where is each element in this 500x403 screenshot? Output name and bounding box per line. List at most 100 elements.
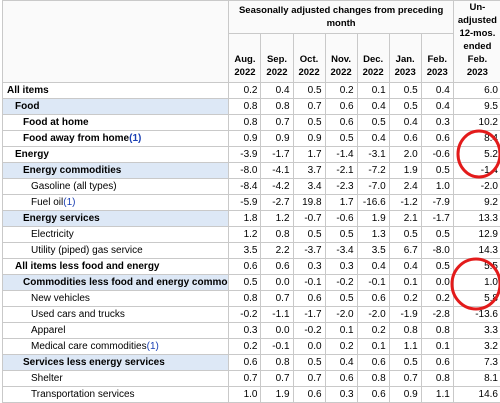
row-label-cell: All items xyxy=(1,82,230,99)
value-cell: 5.8 xyxy=(452,290,500,307)
value-cell: 6.0 xyxy=(452,82,500,99)
value-cell: -3.7 xyxy=(292,242,326,259)
value-cell: 1.7 xyxy=(324,194,358,211)
footnote-link[interactable]: (1) xyxy=(146,341,159,352)
value-cell: 0.5 xyxy=(356,114,390,131)
value-cell: 0.8 xyxy=(356,370,390,387)
row-label: Medical care commodities xyxy=(31,341,147,352)
footnote-link[interactable]: (1) xyxy=(129,133,142,144)
value-cell: 7.3 xyxy=(452,354,500,371)
row-label: Fuel oil xyxy=(31,197,64,208)
value-cell: 0.3 xyxy=(228,322,262,339)
value-cell: 2.0 xyxy=(388,146,422,163)
value-cell: 12.9 xyxy=(452,226,500,243)
value-cell: -2.0 xyxy=(452,178,500,195)
value-cell: 14.3 xyxy=(452,242,500,259)
header-row: Aug. 2022 Sep. 2022 Oct. 2022 Nov. 2022 Dec.… xyxy=(3,33,500,83)
value-cell: 0.2 xyxy=(228,338,262,355)
row-label-cell: Energy commodities xyxy=(1,162,230,179)
table-row: Medical care commodities(1) 0.2 -0.1 0.0 0.2… xyxy=(1,338,500,355)
table-row: All items less food and energy 0.6 0.6 0.3 0… xyxy=(1,258,500,275)
value-cell: 0.4 xyxy=(420,82,454,99)
row-label: Energy commodities xyxy=(23,165,122,176)
value-cell: -7.9 xyxy=(420,194,454,211)
value-cell: -1.7 xyxy=(260,146,294,163)
value-cell: 0.9 xyxy=(260,130,294,147)
value-cell: 0.6 xyxy=(356,290,390,307)
value-cell: 0.8 xyxy=(260,98,294,115)
value-cell: 0.5 xyxy=(420,226,454,243)
value-cell: 1.0 xyxy=(420,178,454,195)
value-cell: 0.7 xyxy=(260,370,294,387)
row-label: Energy xyxy=(15,149,49,160)
value-cell: -0.2 xyxy=(292,322,326,339)
value-cell: -0.2 xyxy=(324,274,358,291)
value-cell: 0.5 xyxy=(324,290,358,307)
table-row: All items 0.2 0.4 0.5 0.2 0.1 0.5 0.4 6.0 xyxy=(1,82,500,99)
value-cell: 0.8 xyxy=(228,98,262,115)
row-label-cell: Food away from home(1) xyxy=(1,130,230,147)
value-cell: -3.4 xyxy=(324,242,358,259)
value-cell: 0.8 xyxy=(228,114,262,131)
value-cell: 0.1 xyxy=(420,338,454,355)
value-cell: 0.3 xyxy=(420,114,454,131)
row-label-cell: Commodities less food and energy commodi… xyxy=(1,274,230,291)
value-cell: 3.2 xyxy=(452,338,500,355)
table-row: Energy -3.9 -1.7 1.7 -1.4 -3.1 2.0 -0.6 5.2 xyxy=(1,146,500,163)
value-cell: 0.8 xyxy=(420,322,454,339)
value-cell: 0.5 xyxy=(420,162,454,179)
value-cell: 0.4 xyxy=(356,258,390,275)
month-header: Dec. 2022 xyxy=(356,33,390,83)
value-cell: 0.2 xyxy=(356,322,390,339)
value-cell: 8.4 xyxy=(452,130,500,147)
value-cell: 0.5 xyxy=(292,226,326,243)
table-row: Shelter 0.7 0.7 0.7 0.6 0.8 0.7 0.8 8.1 xyxy=(1,370,500,387)
value-cell: -0.6 xyxy=(420,146,454,163)
table-row: Commodities less food and energy commodi… xyxy=(1,274,500,291)
row-label-cell: Shelter xyxy=(1,370,230,387)
value-cell: -13.6 xyxy=(452,306,500,323)
value-cell: 0.5 xyxy=(228,274,262,291)
row-label: Energy services xyxy=(23,213,100,224)
value-cell: 1.1 xyxy=(420,386,454,403)
table-header: Seasonally adjusted changes from precedi… xyxy=(1,0,500,83)
month-header: Nov. 2022 xyxy=(324,33,358,83)
value-cell: 0.0 xyxy=(260,322,294,339)
value-cell: 0.6 xyxy=(420,130,454,147)
value-cell: 0.0 xyxy=(260,274,294,291)
row-label-cell: Fuel oil(1) xyxy=(1,194,230,211)
value-cell: -2.1 xyxy=(324,162,358,179)
row-label: Electricity xyxy=(31,229,74,240)
value-cell: -1.7 xyxy=(292,306,326,323)
value-cell: 0.2 xyxy=(228,82,262,99)
month-header: Sep. 2022 xyxy=(260,33,294,83)
value-cell: 0.4 xyxy=(356,130,390,147)
row-label: Gasoline (all types) xyxy=(31,181,117,192)
table-row: Food away from home(1) 0.9 0.9 0.9 0.5 0.4 0.6… xyxy=(1,130,500,147)
table-body: All items 0.2 0.4 0.5 0.2 0.1 0.5 0.4 6.0 Food 0.8… xyxy=(1,82,500,403)
value-cell: 10.2 xyxy=(452,114,500,131)
value-cell: 0.5 xyxy=(388,354,422,371)
table-row: Energy services 1.8 1.2 -0.7 -0.6 1.9 2.1 -1.7 1… xyxy=(1,210,500,227)
table-row: Services less energy services 0.6 0.8 0.5 0.… xyxy=(1,354,500,371)
row-label: All items xyxy=(7,85,49,96)
table-row: Utility (piped) gas service 3.5 2.2 -3.7 -3.… xyxy=(1,242,500,259)
value-cell: -1.9 xyxy=(388,306,422,323)
row-label-cell: Used cars and trucks xyxy=(1,306,230,323)
row-label: Used cars and trucks xyxy=(31,309,125,320)
value-cell: -0.7 xyxy=(292,210,326,227)
value-cell: 0.6 xyxy=(228,258,262,275)
value-cell: 2.4 xyxy=(388,178,422,195)
value-cell: 0.6 xyxy=(324,370,358,387)
value-cell: 9.5 xyxy=(452,98,500,115)
month-header: Feb. 2023 xyxy=(420,33,454,83)
value-cell: 0.3 xyxy=(324,386,358,403)
value-cell: 13.3 xyxy=(452,210,500,227)
footnote-link[interactable]: (1) xyxy=(63,197,76,208)
value-cell: 0.4 xyxy=(356,98,390,115)
value-cell: -8.0 xyxy=(420,242,454,259)
value-cell: 1.1 xyxy=(388,338,422,355)
value-cell: 0.4 xyxy=(324,354,358,371)
value-cell: 3.3 xyxy=(452,322,500,339)
